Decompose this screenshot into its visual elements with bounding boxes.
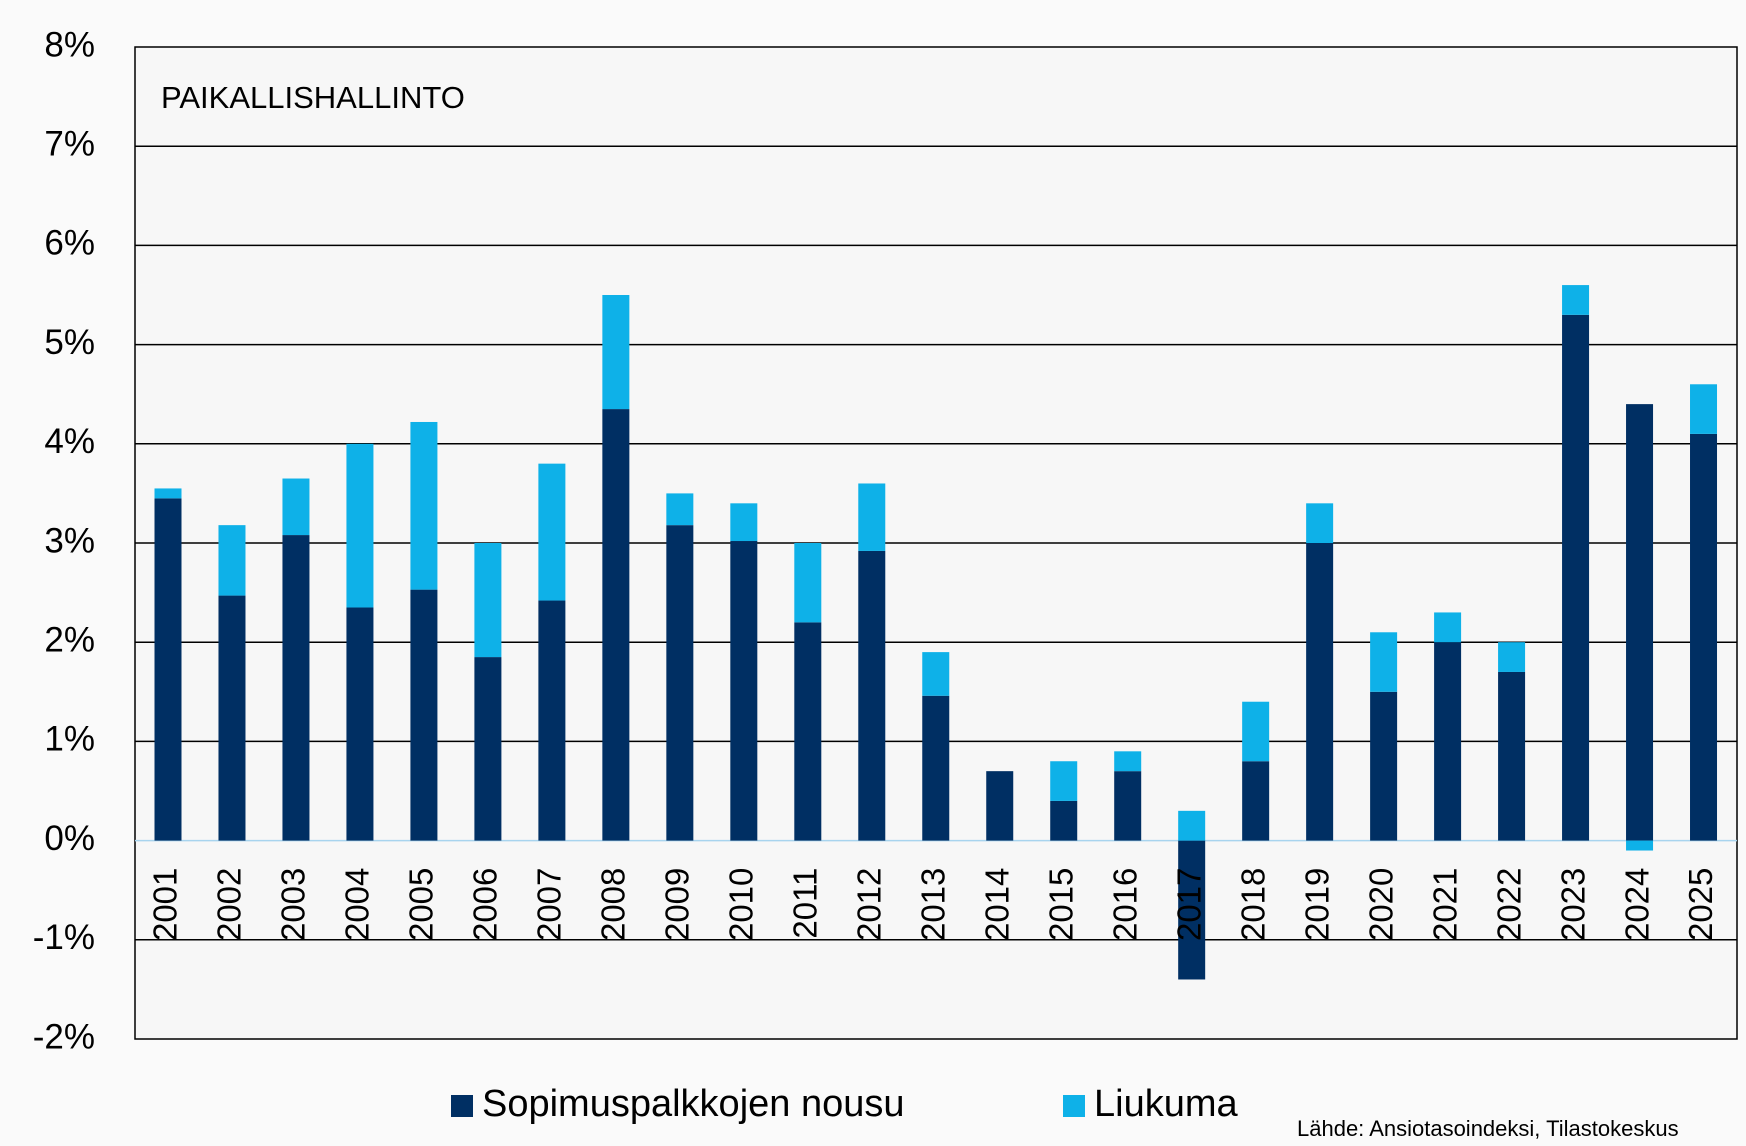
bar xyxy=(1626,840,1654,851)
x-tick-label: 2018 xyxy=(1234,868,1271,941)
x-tick-label: 2017 xyxy=(1170,868,1207,941)
bar xyxy=(1562,285,1590,315)
bar xyxy=(1114,751,1142,772)
x-tick-label: 2011 xyxy=(787,868,824,939)
bar xyxy=(1498,671,1526,841)
x-tick-label: 2009 xyxy=(659,868,696,941)
source: Lähde: Ansiotasoindeksi, Tilastokeskus xyxy=(1297,1116,1679,1141)
bar xyxy=(1370,632,1398,692)
bar xyxy=(346,443,374,608)
bar xyxy=(730,503,758,542)
bar xyxy=(986,771,1014,841)
bar xyxy=(1306,503,1334,543)
x-tick-label: 2006 xyxy=(467,868,504,941)
legend-label: Liukuma xyxy=(1094,1083,1238,1125)
bar xyxy=(1178,810,1206,841)
y-tick-label: -1% xyxy=(33,918,95,957)
bar xyxy=(410,589,438,841)
bar xyxy=(1050,800,1078,841)
x-tick-label: 2007 xyxy=(531,868,568,941)
bar xyxy=(474,657,502,841)
x-tick-label: 2020 xyxy=(1362,868,1399,941)
bar xyxy=(858,483,886,551)
bar xyxy=(1690,384,1718,434)
bar xyxy=(1242,701,1270,762)
x-tick-label: 2005 xyxy=(403,868,440,941)
bar xyxy=(1050,761,1078,801)
x-tick-label: 2003 xyxy=(275,868,312,941)
bar xyxy=(794,543,822,623)
y-tick-label: 6% xyxy=(44,224,95,263)
x-tick-label: 2023 xyxy=(1554,868,1591,941)
bar xyxy=(1626,404,1654,841)
bar xyxy=(1498,642,1526,672)
y-tick-label: 0% xyxy=(44,819,95,858)
bar xyxy=(218,595,246,841)
bar xyxy=(1690,433,1718,841)
bar xyxy=(538,600,566,841)
x-tick-label: 2019 xyxy=(1298,868,1335,941)
bar xyxy=(922,695,950,841)
bar xyxy=(1306,543,1334,841)
bar xyxy=(474,543,502,658)
bar xyxy=(794,622,822,841)
bar xyxy=(1434,642,1462,841)
x-tick-label: 2010 xyxy=(723,868,760,941)
bar xyxy=(858,550,886,841)
y-tick-label: 7% xyxy=(44,124,95,163)
x-tick-label: 2014 xyxy=(978,868,1015,941)
x-tick-label: 2013 xyxy=(914,868,951,941)
x-tick-label: 2022 xyxy=(1490,868,1527,941)
bar xyxy=(1114,771,1142,841)
x-tick-label: 2015 xyxy=(1042,868,1079,941)
bar xyxy=(154,488,182,499)
y-tick-label: 4% xyxy=(44,422,95,461)
bar xyxy=(154,498,182,841)
x-tick-label: 2002 xyxy=(211,868,248,941)
bar xyxy=(282,535,310,841)
bar xyxy=(282,478,310,536)
x-tick-label: 2021 xyxy=(1426,868,1463,941)
bar xyxy=(666,493,694,526)
x-tick-label: 2001 xyxy=(147,868,184,941)
bar xyxy=(602,295,630,410)
y-tick-label: 2% xyxy=(44,620,95,659)
bar xyxy=(218,525,246,596)
bar xyxy=(730,541,758,841)
y-tick-label: -2% xyxy=(33,1017,95,1056)
x-tick-label: 2008 xyxy=(595,868,632,941)
y-tick-label: 5% xyxy=(44,323,95,362)
y-tick-label: 8% xyxy=(44,25,95,64)
bar xyxy=(1242,761,1270,841)
x-tick-label: 2004 xyxy=(339,868,376,941)
bar xyxy=(1562,314,1590,841)
bar xyxy=(666,525,694,841)
legend-label: Sopimuspalkkojen nousu xyxy=(482,1083,905,1125)
bar xyxy=(538,463,566,601)
bar xyxy=(602,409,630,841)
x-tick-label: 2024 xyxy=(1618,868,1655,941)
bar xyxy=(922,652,950,696)
bar xyxy=(1370,691,1398,841)
bar xyxy=(1178,840,1206,980)
bar xyxy=(410,421,438,590)
x-tick-label: 2012 xyxy=(850,868,887,941)
annotation: PAIKALLISHALLINTO xyxy=(161,80,465,115)
legend-swatch xyxy=(1063,1095,1085,1117)
bar xyxy=(1434,612,1462,643)
x-tick-label: 2016 xyxy=(1106,868,1143,941)
y-tick-label: 3% xyxy=(44,521,95,560)
bar xyxy=(346,607,374,841)
y-tick-label: 1% xyxy=(44,720,95,759)
x-tick-label: 2025 xyxy=(1682,868,1719,941)
legend-swatch xyxy=(451,1095,473,1117)
